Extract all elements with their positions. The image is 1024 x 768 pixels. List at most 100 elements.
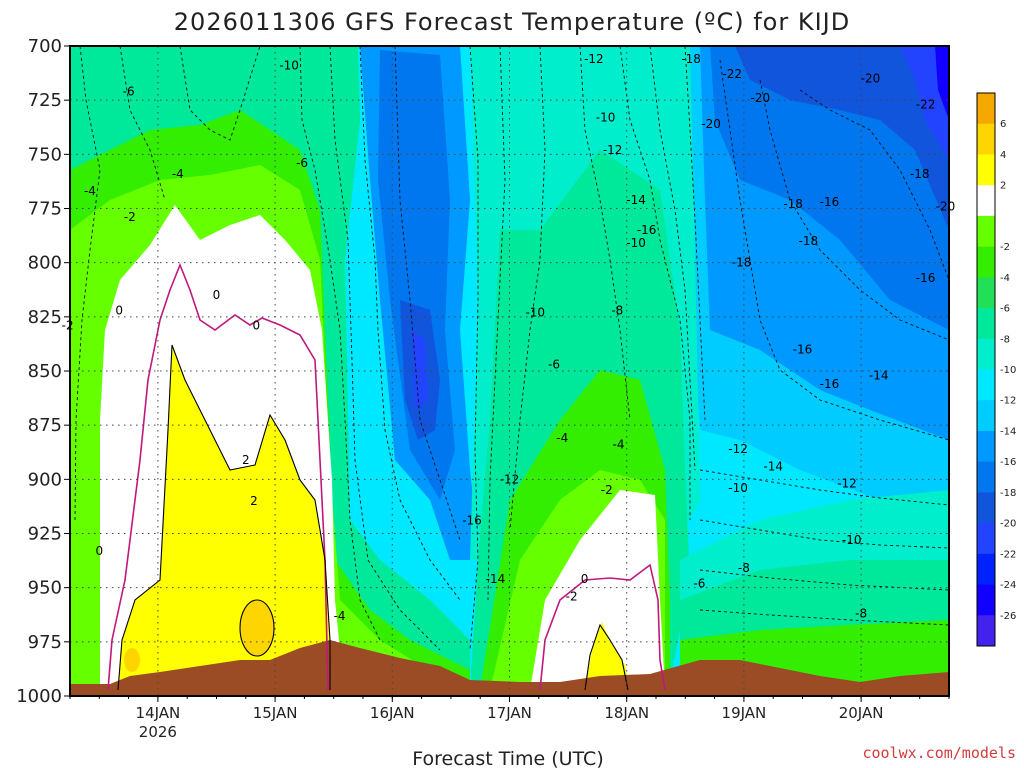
contour-label: -6 <box>123 85 135 99</box>
temperature-field <box>70 46 949 696</box>
band-4-to-6-b <box>124 648 140 672</box>
contour-label-text: 2 <box>242 453 250 467</box>
contour-label-text: -14 <box>626 193 646 207</box>
contour-label-text: 0 <box>581 572 589 586</box>
contour-label: -16 <box>916 271 936 285</box>
contour-label: -4 <box>556 431 568 445</box>
contour-label: -8 <box>611 303 623 317</box>
colorbar: 6 4 2 -2 -4 -6 -8 -10 -12 -14 -16 -18 -20 -22 -24 -26 <box>976 92 1016 647</box>
credit-link[interactable]: coolwx.com/models <box>862 744 1016 762</box>
contour-label-text: -2 <box>62 319 74 333</box>
contour-label: -8 <box>738 561 750 575</box>
contour-label: -18 <box>799 234 819 248</box>
colorbar-swatch <box>977 154 995 186</box>
x-tick-label: 16JAN <box>370 704 415 722</box>
band-minus-18 <box>412 330 428 410</box>
contour-label-text: -8 <box>855 607 867 621</box>
contour-label-text: 0 <box>253 319 261 333</box>
contour-label: -4 <box>172 167 184 181</box>
contour-label: -2 <box>566 589 578 603</box>
contour-label: -14 <box>486 572 506 586</box>
contour-label-text: -2 <box>124 210 136 224</box>
colorbar-swatch <box>977 246 995 278</box>
colorbar-label: 2 <box>1000 181 1006 192</box>
contour-label-text: -14 <box>763 459 783 473</box>
contour-label-text: -6 <box>693 576 705 590</box>
colorbar-swatch <box>977 430 995 463</box>
y-tick-label: 700 <box>28 36 62 57</box>
y-tick-label: 925 <box>28 524 62 545</box>
contour-label: -18 <box>783 197 803 211</box>
contour-label-text: -6 <box>548 358 560 372</box>
contour-label-text: -16 <box>820 195 840 209</box>
colorbar-label: 6 <box>1000 119 1006 130</box>
contour-label: -6 <box>296 156 308 170</box>
contour-label-text: -20 <box>861 72 881 86</box>
contour-label-text: -18 <box>799 234 819 248</box>
contour-label-text: -12 <box>603 143 623 157</box>
contour-label-text: -14 <box>486 572 506 586</box>
contour-label-text: -20 <box>936 199 956 213</box>
colorbar-swatch <box>977 277 995 309</box>
contour-label: -14 <box>869 368 889 382</box>
contour-label-text: -4 <box>334 609 346 623</box>
contour-label: -20 <box>861 72 881 86</box>
colorbar-label: -20 <box>1000 519 1016 530</box>
contour-label-text: -8 <box>738 561 750 575</box>
contour-label-text: -14 <box>869 368 889 382</box>
contour-label: -12 <box>500 472 520 486</box>
contour-label: 2 <box>250 494 258 508</box>
contour-label: -20 <box>751 91 771 105</box>
contour-label: -2 <box>124 210 136 224</box>
colorbar-frame <box>976 92 996 647</box>
y-tick-label: 775 <box>28 199 62 220</box>
contour-label-text: -12 <box>728 442 748 456</box>
mid-2 <box>585 622 630 690</box>
contour-label-text: -16 <box>793 342 813 356</box>
x-tick-year: 2026 <box>139 723 177 741</box>
contour-label-text: -16 <box>916 271 936 285</box>
y-tick-label: 825 <box>28 307 62 328</box>
y-tick-label: 850 <box>28 361 62 382</box>
terrain <box>70 640 949 696</box>
contour-label: -22 <box>722 67 742 81</box>
contour-label: 0 <box>95 544 103 558</box>
colorbar-label: 4 <box>1000 150 1006 161</box>
contour-label-text: -22 <box>722 67 742 81</box>
east-minus-24 <box>935 46 949 120</box>
contour-label: -20 <box>936 199 956 213</box>
colorbar-swatch <box>977 400 995 432</box>
contour-label: -6 <box>548 358 560 372</box>
contour-label: -18 <box>732 256 752 270</box>
colorbar-swatch <box>977 338 995 370</box>
colorbar-swatch <box>977 215 995 248</box>
contour-label: -22 <box>916 98 936 112</box>
contour-label: -18 <box>910 167 930 181</box>
x-tick-label: 14JAN <box>136 704 181 722</box>
contour-label: -12 <box>584 52 604 66</box>
contour-label: -12 <box>728 442 748 456</box>
colorbar-label: -26 <box>1000 611 1016 622</box>
contour-label: -14 <box>763 459 783 473</box>
contour-label-text: -20 <box>701 117 721 131</box>
y-tick-label: 800 <box>28 253 62 274</box>
band-4-to-6 <box>240 600 274 656</box>
contour-label: -2 <box>601 483 613 497</box>
x-tick-label: 15JAN <box>253 704 298 722</box>
contour-label: -10 <box>596 111 616 125</box>
contour-label: -16 <box>793 342 813 356</box>
contour-label-text: 0 <box>213 288 221 302</box>
colorbar-swatch <box>977 93 995 125</box>
contour-label-text: -4 <box>172 167 184 181</box>
colorbar-swatch <box>977 123 995 155</box>
contour-label: -16 <box>637 223 657 237</box>
contour-label: -4 <box>334 609 346 623</box>
colorbar-swatch <box>977 615 995 647</box>
contour-label-text: -10 <box>728 481 748 495</box>
contour-label-text: -18 <box>783 197 803 211</box>
contour-label-text: -6 <box>296 156 308 170</box>
contour-label-text: 0 <box>95 544 103 558</box>
contour-label-text: -22 <box>916 98 936 112</box>
colorbar-label: -2 <box>1000 242 1010 253</box>
